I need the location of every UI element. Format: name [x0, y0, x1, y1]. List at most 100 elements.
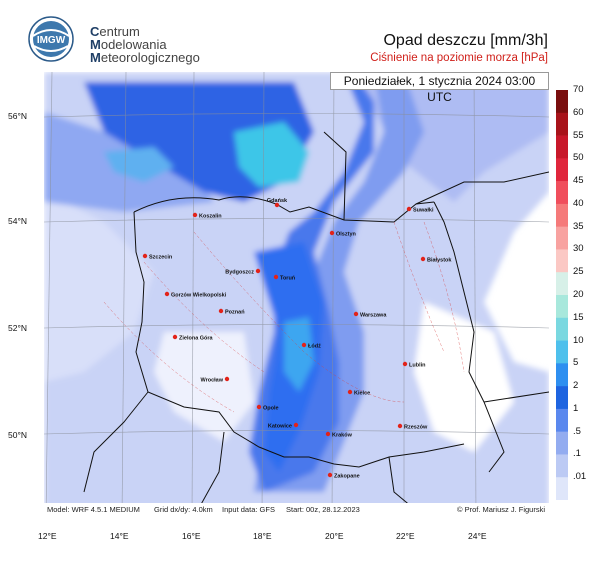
colorbar-label: 20 [573, 289, 584, 300]
city-label: Rzeszów [404, 425, 428, 431]
colorbar-label: 35 [573, 220, 584, 232]
city-dot [406, 206, 412, 212]
colorbar-swatch [556, 454, 568, 478]
city-dot [142, 253, 148, 259]
city-marker: Kraków [325, 431, 353, 439]
map-subtitle: Ciśnienie na poziomie morza [hPa] [370, 52, 548, 64]
city-marker: Gorzów Wielkopolski [164, 291, 227, 299]
city-label: Koszalin [199, 214, 222, 220]
city-label: Suwałki [413, 208, 434, 214]
city-marker: Bydgoszcz [225, 268, 261, 276]
city-label: Warszawa [360, 313, 387, 319]
colorbar-swatch [556, 181, 568, 205]
precipitation-colorbar [556, 90, 568, 500]
city-dot [353, 311, 359, 317]
city-marker: Warszawa [353, 311, 387, 319]
org-name-line-1: Centrum [90, 24, 140, 39]
city-label: Gdańsk [267, 198, 288, 204]
colorbar-label: .01 [573, 471, 587, 483]
colorbar-label: 60 [573, 106, 584, 118]
city-marker: Wrocław [200, 376, 230, 384]
city-marker: Lublin [402, 361, 426, 369]
colorbar-label: 30 [573, 243, 584, 255]
colorbar-swatch [556, 272, 568, 296]
city-marker: Toruń [273, 274, 296, 282]
lon-label: 16°E [182, 531, 201, 541]
city-marker: Suwałki [406, 206, 434, 214]
city-dot [172, 334, 178, 340]
lat-label: 56°N [8, 111, 27, 121]
org-name-line-3: Meteorologicznego [90, 50, 200, 65]
colorbar-label: 1 [573, 402, 579, 414]
city-label: Wrocław [200, 378, 223, 384]
city-label: Kraków [332, 433, 353, 439]
imgw-logo: IMGW [28, 16, 74, 62]
colorbar-swatch [556, 477, 568, 500]
city-dot [164, 291, 170, 297]
colorbar-swatch [556, 295, 568, 319]
lon-label: 20°E [325, 531, 344, 541]
colorbar-swatch [556, 135, 568, 159]
lon-label: 22°E [396, 531, 415, 541]
city-marker: Rzeszów [397, 423, 428, 431]
city-dot [255, 268, 261, 274]
lon-label: 24°E [468, 531, 487, 541]
footer-start: Start: 00z, 28.12.2023 [286, 505, 360, 514]
city-label: Toruń [280, 276, 296, 282]
colorbar-label: 2 [573, 380, 579, 392]
city-marker: Zielona Góra [172, 334, 214, 342]
lon-label: 18°E [253, 531, 272, 541]
lat-label: 50°N [8, 430, 27, 440]
colorbar-label: 5 [573, 357, 579, 369]
colorbar-label: .1 [573, 448, 581, 460]
city-marker: Koszalin [192, 212, 222, 220]
city-label: Poznań [225, 310, 245, 316]
city-label: Bydgoszcz [225, 270, 254, 276]
colorbar-label: 25 [573, 266, 584, 278]
city-label: Kielce [354, 391, 370, 397]
colorbar-swatch [556, 431, 568, 455]
city-dot [256, 404, 262, 410]
lat-label: 54°N [8, 216, 27, 226]
city-marker: Katowice [268, 422, 299, 430]
footer-input: Input data: GFS [222, 505, 275, 514]
colorbar-label: 55 [573, 129, 584, 141]
city-dot [329, 230, 335, 236]
lon-label: 14°E [110, 531, 129, 541]
city-marker: Poznań [218, 308, 245, 316]
lon-label: 12°E [38, 531, 57, 541]
city-label: Katowice [268, 424, 292, 430]
city-dot [397, 423, 403, 429]
colorbar-label: 40 [573, 197, 584, 209]
city-label: Opole [263, 406, 279, 412]
footer-grid: Grid dx/dy: 4.0km [154, 505, 213, 514]
colorbar-swatch [556, 408, 568, 432]
city-label: Białystok [427, 258, 452, 264]
colorbar-swatch [556, 226, 568, 250]
forecast-datetime: Poniedziałek, 1 stycznia 2024 03:00 UTC [330, 72, 549, 104]
colorbar-swatch [556, 249, 568, 273]
city-dot [347, 389, 353, 395]
city-dot [274, 202, 280, 208]
city-dot [293, 422, 299, 428]
city-label: Gorzów Wielkopolski [171, 293, 227, 299]
colorbar-label: .5 [573, 425, 581, 437]
city-marker: Olsztyn [329, 230, 357, 238]
footer-model: Model: WRF 4.5.1 MEDIUM [47, 505, 140, 514]
city-marker: Opole [256, 404, 279, 412]
precipitation-map: Gdańsk Koszalin Suwałki Olsztyn Szczecin Bydg… [44, 72, 549, 517]
colorbar-label: 50 [573, 152, 584, 164]
colorbar-swatch [556, 112, 568, 136]
colorbar-label: 15 [573, 311, 584, 323]
colorbar-swatch [556, 158, 568, 182]
city-dot [402, 361, 408, 367]
city-dot [273, 274, 279, 280]
city-label: Olsztyn [336, 232, 357, 238]
city-label: Łódź [308, 344, 321, 350]
city-marker: Szczecin [142, 253, 173, 261]
colorbar-swatch [556, 386, 568, 410]
footer-credit: © Prof. Mariusz J. Figurski [456, 505, 545, 514]
colorbar-swatch [556, 363, 568, 387]
city-marker: Kielce [347, 389, 370, 397]
city-label: Zielona Góra [179, 336, 214, 342]
